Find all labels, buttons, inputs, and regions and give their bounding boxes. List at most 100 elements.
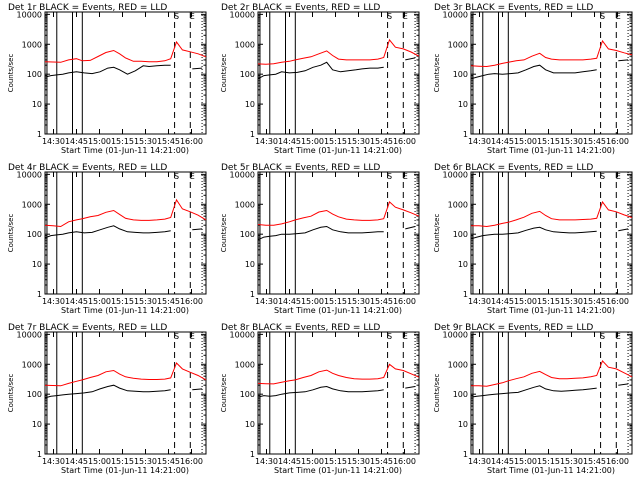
x-axis-label: Start Time (01-Jun-11 14:21:00) xyxy=(61,466,189,475)
y-tick-label: 10 xyxy=(458,420,468,429)
series-lld xyxy=(471,200,633,228)
letter-mark-s: S xyxy=(387,332,392,341)
panel-title: Det 2r BLACK = Events, RED = LLD xyxy=(221,3,380,13)
x-tick-label: 16:00 xyxy=(606,457,629,466)
x-tick-label: 15:15 xyxy=(111,457,134,466)
x-tick-label: 15:00 xyxy=(88,457,111,466)
x-tick-label: 15:15 xyxy=(537,297,560,306)
y-tick-label: 10000 xyxy=(17,10,42,19)
y-tick-label: 100 xyxy=(240,70,255,79)
plot-frame xyxy=(257,171,420,295)
x-tick-label: 15:30 xyxy=(347,457,370,466)
x-tick-label: 15:45 xyxy=(370,137,393,146)
y-tick-label: 10000 xyxy=(17,170,42,179)
y-tick-label: 10 xyxy=(245,260,255,269)
x-axis-label: Start Time (01-Jun-11 14:21:00) xyxy=(487,306,615,315)
x-tick-label: 14:45 xyxy=(491,297,514,306)
x-axis-label: Start Time (01-Jun-11 14:21:00) xyxy=(61,306,189,315)
series-events-tail xyxy=(405,57,416,61)
x-tick-label: 16:00 xyxy=(180,297,203,306)
series-events-tail xyxy=(192,228,203,231)
y-axis-label: Counts/sec xyxy=(433,374,441,413)
panel-title: Det 6r BLACK = Events, RED = LLD xyxy=(434,163,593,173)
letter-mark-e: E xyxy=(190,12,195,21)
letter-mark-e: E xyxy=(190,332,195,341)
x-axis-label: Start Time (01-Jun-11 14:21:00) xyxy=(487,466,615,475)
x-tick-label: 15:45 xyxy=(370,457,393,466)
detector-panel-6: Det 6r BLACK = Events, RED = LLD 1 10 100 10… xyxy=(433,163,633,315)
y-tick-label: 100 xyxy=(27,230,42,239)
plot-frame xyxy=(470,11,633,135)
letter-mark-e: E xyxy=(190,172,195,181)
y-tick-label: 10000 xyxy=(230,10,255,19)
detector-panel-4: Det 4r BLACK = Events, RED = LLD 1 10 100 10… xyxy=(7,163,207,315)
x-tick-label: 15:30 xyxy=(560,297,583,306)
series-lld xyxy=(44,40,207,63)
x-tick-label: 14:30 xyxy=(42,457,65,466)
series-events xyxy=(470,64,597,80)
x-tick-label: 14:30 xyxy=(255,457,278,466)
x-tick-label: 15:45 xyxy=(157,137,180,146)
series-events-tail xyxy=(405,226,416,230)
series-lld xyxy=(44,362,207,387)
plot-frame xyxy=(44,11,207,135)
y-tick-label: 100 xyxy=(27,70,42,79)
x-axis-label: Start Time (01-Jun-11 14:21:00) xyxy=(61,146,189,155)
y-tick-label: 1000 xyxy=(448,360,468,369)
letter-mark-e: E xyxy=(616,12,621,21)
series-events xyxy=(470,226,597,240)
plot-frame xyxy=(257,11,420,135)
x-tick-label: 15:00 xyxy=(514,137,537,146)
x-tick-label: 14:30 xyxy=(42,137,65,146)
plot-frame xyxy=(44,171,207,295)
x-tick-label: 14:30 xyxy=(255,137,278,146)
x-tick-label: 15:30 xyxy=(134,457,157,466)
x-tick-label: 15:30 xyxy=(134,297,157,306)
y-tick-label: 1000 xyxy=(22,40,42,49)
x-tick-label: 15:15 xyxy=(111,297,134,306)
panel-title: Det 8r BLACK = Events, RED = LLD xyxy=(221,323,380,333)
x-tick-label: 15:45 xyxy=(583,297,606,306)
series-events xyxy=(257,225,384,241)
x-tick-label: 15:00 xyxy=(88,137,111,146)
panel-title: Det 4r BLACK = Events, RED = LLD xyxy=(8,163,167,173)
letter-mark-e: E xyxy=(616,332,621,341)
y-tick-label: 10 xyxy=(245,100,255,109)
series-events xyxy=(44,384,171,399)
y-tick-label: 1000 xyxy=(448,40,468,49)
y-axis-label: Counts/sec xyxy=(433,214,441,253)
series-events xyxy=(44,225,171,239)
x-tick-label: 16:00 xyxy=(606,297,629,306)
letter-mark-s: S xyxy=(600,332,605,341)
x-tick-label: 15:15 xyxy=(324,297,347,306)
detector-panel-1: Det 1r BLACK = Events, RED = LLD 1 10 100 10… xyxy=(7,3,207,155)
panel-title: Det 7r BLACK = Events, RED = LLD xyxy=(8,323,167,333)
x-tick-label: 14:30 xyxy=(468,457,491,466)
y-tick-label: 1 xyxy=(463,130,468,139)
x-tick-label: 16:00 xyxy=(393,137,416,146)
y-tick-label: 100 xyxy=(453,70,468,79)
y-tick-label: 10000 xyxy=(17,330,42,339)
detector-panel-2: Det 2r BLACK = Events, RED = LLD 1 10 100 10… xyxy=(220,3,420,155)
x-axis-label: Start Time (01-Jun-11 14:21:00) xyxy=(274,306,402,315)
y-tick-label: 100 xyxy=(240,390,255,399)
letter-mark-s: S xyxy=(174,332,179,341)
panel-title: Det 3r BLACK = Events, RED = LLD xyxy=(434,3,593,13)
y-tick-label: 10000 xyxy=(230,330,255,339)
y-tick-label: 1 xyxy=(250,130,255,139)
x-tick-label: 15:45 xyxy=(157,457,180,466)
detector-panel-7: Det 7r BLACK = Events, RED = LLD 1 10 100 10… xyxy=(7,323,207,475)
x-tick-label: 15:15 xyxy=(537,137,560,146)
series-events-tail xyxy=(618,383,629,386)
x-tick-label: 15:15 xyxy=(111,137,134,146)
y-tick-label: 1 xyxy=(463,450,468,459)
y-axis-label: Counts/sec xyxy=(7,374,15,413)
x-tick-label: 15:30 xyxy=(347,137,370,146)
series-lld xyxy=(471,359,633,387)
series-events-tail xyxy=(405,386,416,389)
letter-mark-s: S xyxy=(387,12,392,21)
x-tick-label: 14:30 xyxy=(468,137,491,146)
x-tick-label: 16:00 xyxy=(180,457,203,466)
x-tick-label: 16:00 xyxy=(606,137,629,146)
